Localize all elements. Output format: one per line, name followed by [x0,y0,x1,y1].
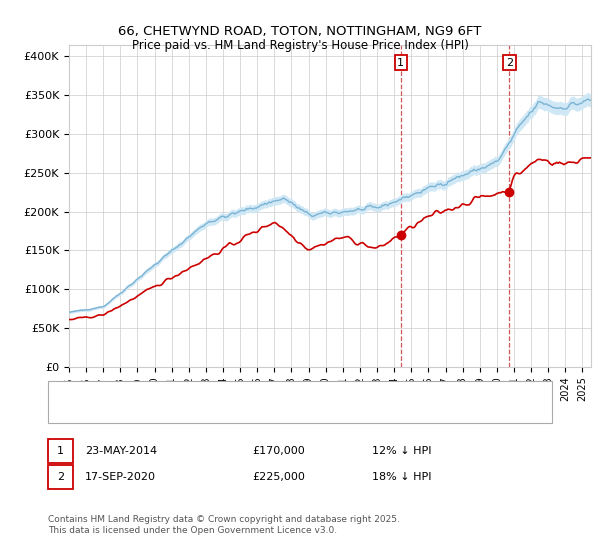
Text: 66, CHETWYND ROAD, TOTON, NOTTINGHAM, NG9 6FT (detached house): 66, CHETWYND ROAD, TOTON, NOTTINGHAM, NG… [102,388,482,398]
Text: 2: 2 [506,58,513,68]
Text: 12% ↓ HPI: 12% ↓ HPI [372,446,431,456]
Text: 2: 2 [57,472,64,482]
Text: Price paid vs. HM Land Registry's House Price Index (HPI): Price paid vs. HM Land Registry's House … [131,39,469,52]
Text: 1: 1 [57,446,64,456]
Text: £170,000: £170,000 [252,446,305,456]
Text: HPI: Average price, detached house, Broxtowe: HPI: Average price, detached house, Brox… [102,406,344,416]
Text: £225,000: £225,000 [252,472,305,482]
Text: 17-SEP-2020: 17-SEP-2020 [85,472,156,482]
Text: 66, CHETWYND ROAD, TOTON, NOTTINGHAM, NG9 6FT: 66, CHETWYND ROAD, TOTON, NOTTINGHAM, NG… [118,25,482,38]
Text: 23-MAY-2014: 23-MAY-2014 [85,446,157,456]
Text: Contains HM Land Registry data © Crown copyright and database right 2025.
This d: Contains HM Land Registry data © Crown c… [48,515,400,535]
Text: 18% ↓ HPI: 18% ↓ HPI [372,472,431,482]
Text: 1: 1 [397,58,404,68]
